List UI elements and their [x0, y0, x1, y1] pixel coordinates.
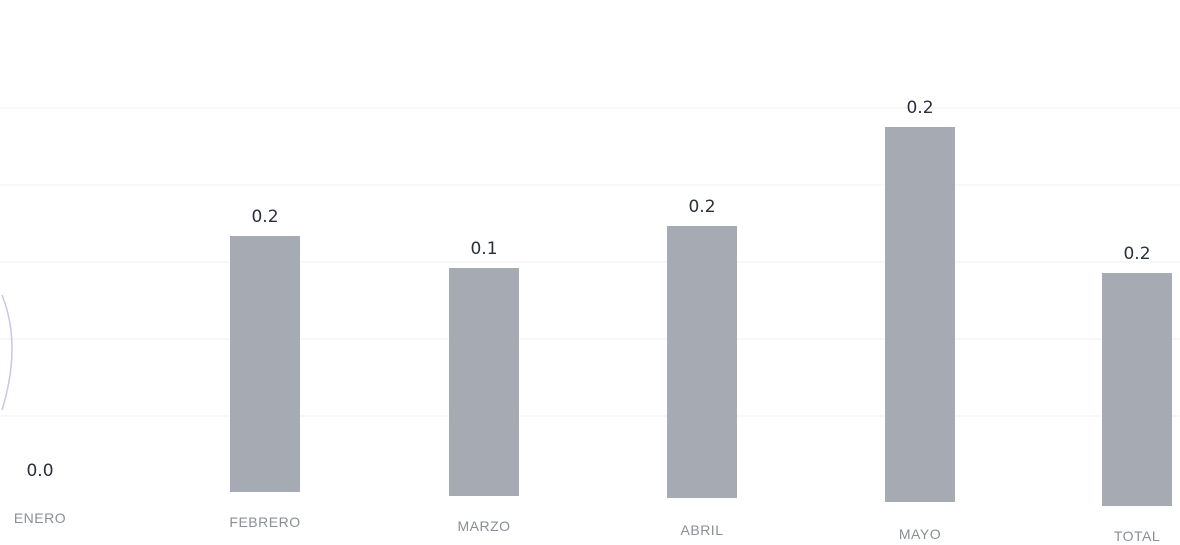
x-tick-label-febrero: FEBRERO — [229, 514, 300, 530]
data-label-mayo: 0.2 — [906, 98, 933, 118]
chart-gridlines — [0, 107, 1180, 417]
stamp-edge-mark — [1, 294, 13, 411]
bar-marzo — [449, 268, 519, 496]
x-tick-label-total: TOTAL — [1114, 528, 1160, 544]
bar-febrero — [230, 236, 300, 492]
x-tick-label-abril: ABRIL — [681, 522, 724, 538]
data-label-marzo: 0.1 — [470, 239, 497, 259]
x-tick-label-mayo: MAYO — [899, 526, 941, 542]
data-label-total: 0.2 — [1123, 244, 1150, 264]
chart-bars — [230, 127, 1172, 506]
x-tick-label-enero: ENERO — [14, 510, 66, 526]
x-tick-label-marzo: MARZO — [457, 518, 510, 534]
bar-mayo — [885, 127, 955, 502]
data-label-febrero: 0.2 — [251, 207, 278, 227]
chart-data-labels: 0.0 0.2 0.1 0.2 0.2 0.2 — [26, 98, 1150, 481]
bar-total — [1102, 273, 1172, 506]
data-label-abril: 0.2 — [688, 197, 715, 217]
data-label-enero: 0.0 — [26, 461, 53, 481]
bar-abril — [667, 226, 737, 498]
chart-x-tick-labels: ENERO FEBRERO MARZO ABRIL MAYO TOTAL — [14, 510, 1160, 544]
